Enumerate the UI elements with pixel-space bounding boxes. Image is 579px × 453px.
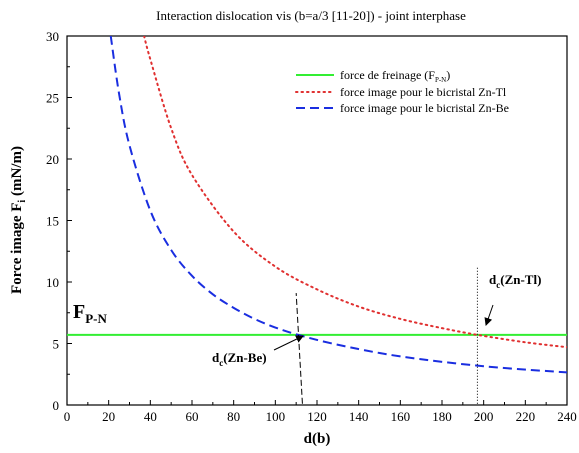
fpn-label: FP-N [73, 301, 107, 326]
y-tick-label: 30 [46, 29, 59, 44]
y-tick-label: 5 [53, 337, 60, 352]
x-axis-label: d(b) [304, 431, 331, 447]
dc-zn-be-arrow [273, 335, 304, 351]
x-axis: 0 20 40 60 80 100 120 140 160 180 200 220 240 [64, 400, 577, 424]
x-tick-label: 160 [391, 409, 411, 424]
y-tick-label: 20 [46, 152, 59, 167]
x-tick-label: 80 [227, 409, 240, 424]
chart-title: Interaction dislocation vis (b=a/3 [11-2… [156, 8, 466, 23]
y-tick-label: 0 [53, 398, 60, 413]
legend-label-zn-tl: force image pour le bicristal Zn-Tl [340, 85, 507, 99]
series-zn-tl-curve [143, 36, 567, 349]
series-zn-be-curve [109, 36, 567, 374]
critical-line-zn-be [295, 293, 303, 404]
x-tick-label: 120 [307, 409, 327, 424]
x-tick-label: 100 [266, 409, 286, 424]
y-tick-label: 25 [46, 91, 59, 106]
x-tick-label: 200 [474, 409, 494, 424]
x-tick-label: 220 [516, 409, 536, 424]
x-tick-label: 0 [64, 409, 71, 424]
legend: force de freinage (FP-N) force image pou… [295, 68, 509, 115]
dc-zn-tl-label: dc(Zn-Tl) [489, 272, 541, 290]
y-tick-label: 10 [46, 275, 59, 290]
dc-zn-tl-arrow [484, 304, 494, 326]
legend-label-freinage: force de freinage (FP-N) [340, 68, 450, 84]
x-tick-label: 20 [102, 409, 115, 424]
x-tick-label: 240 [557, 409, 577, 424]
x-tick-label: 140 [349, 409, 369, 424]
y-tick-label: 15 [46, 214, 59, 229]
x-tick-label: 40 [144, 409, 157, 424]
legend-label-zn-be: force image pour le bicristal Zn-Be [340, 101, 509, 115]
dc-zn-be-label: dc(Zn-Be) [212, 350, 267, 368]
y-axis-label: Force image Fi (mN/m) [9, 146, 28, 294]
x-tick-label: 180 [432, 409, 452, 424]
y-axis: 0 5 10 15 20 25 30 [46, 29, 72, 413]
x-tick-label: 60 [186, 409, 199, 424]
